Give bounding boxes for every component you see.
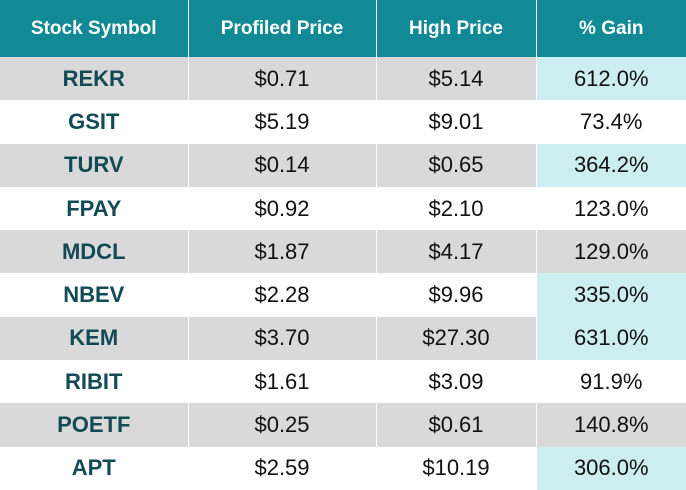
table-row: KEM $3.70 $27.30 631.0% (0, 316, 686, 361)
table-row: POETF $0.25 $0.61 140.8% (0, 403, 686, 447)
percent-gain-cell: 631.0% (536, 316, 686, 361)
percent-gain-cell: 73.4% (536, 100, 686, 144)
header-stock-symbol: Stock Symbol (0, 0, 189, 57)
profiled-price-cell: $2.59 (188, 446, 377, 490)
high-price-cell: $27.30 (376, 316, 537, 361)
symbol-cell: REKR (0, 57, 189, 101)
profiled-price-cell: $0.71 (188, 57, 377, 101)
profiled-price-cell: $3.70 (188, 316, 377, 361)
high-price-cell: $9.96 (376, 273, 537, 317)
high-price-cell: $0.65 (376, 143, 537, 187)
table-row: RIBIT $1.61 $3.09 91.9% (0, 360, 686, 404)
header-row: Stock Symbol Profiled Price High Price %… (0, 0, 686, 57)
table-row: REKR $0.71 $5.14 612.0% (0, 57, 686, 101)
table-row: APT $2.59 $10.19 306.0% (0, 446, 686, 490)
high-price-cell: $5.14 (376, 57, 537, 101)
percent-gain-cell: 123.0% (536, 186, 686, 231)
high-price-cell: $10.19 (376, 446, 537, 490)
percent-gain-cell: 91.9% (536, 360, 686, 404)
symbol-cell: POETF (0, 403, 189, 447)
high-price-cell: $2.10 (376, 186, 537, 231)
high-price-cell: $4.17 (376, 230, 537, 274)
profiled-price-cell: $0.25 (188, 403, 377, 447)
high-price-cell: $3.09 (376, 360, 537, 404)
profiled-price-cell: $0.92 (188, 186, 377, 231)
high-price-cell: $9.01 (376, 100, 537, 144)
symbol-cell: TURV (0, 143, 189, 187)
percent-gain-cell: 335.0% (536, 273, 686, 317)
high-price-cell: $0.61 (376, 403, 537, 447)
table-row: NBEV $2.28 $9.96 335.0% (0, 273, 686, 317)
profiled-price-cell: $0.14 (188, 143, 377, 187)
table-row: TURV $0.14 $0.65 364.2% (0, 143, 686, 187)
profiled-price-cell: $5.19 (188, 100, 377, 144)
table-row: GSIT $5.19 $9.01 73.4% (0, 100, 686, 144)
symbol-cell: GSIT (0, 100, 189, 144)
percent-gain-cell: 612.0% (536, 57, 686, 101)
header-high-price: High Price (376, 0, 537, 57)
symbol-cell: KEM (0, 316, 189, 361)
table-header: Stock Symbol Profiled Price High Price %… (0, 0, 686, 57)
profiled-price-cell: $2.28 (188, 273, 377, 317)
profiled-price-cell: $1.61 (188, 360, 377, 404)
table-row: FPAY $0.92 $2.10 123.0% (0, 186, 686, 231)
symbol-cell: FPAY (0, 186, 189, 231)
header-profiled-price: Profiled Price (188, 0, 377, 57)
header-percent-gain: % Gain (536, 0, 686, 57)
percent-gain-cell: 364.2% (536, 143, 686, 187)
symbol-cell: MDCL (0, 230, 189, 274)
percent-gain-cell: 140.8% (536, 403, 686, 447)
symbol-cell: APT (0, 446, 189, 490)
symbol-cell: NBEV (0, 273, 189, 317)
table-body: REKR $0.71 $5.14 612.0% GSIT $5.19 $9.01 73.4% T… (0, 57, 686, 490)
profiled-price-cell: $1.87 (188, 230, 377, 274)
table-row: MDCL $1.87 $4.17 129.0% (0, 230, 686, 274)
percent-gain-cell: 306.0% (536, 446, 686, 490)
percent-gain-cell: 129.0% (536, 230, 686, 274)
symbol-cell: RIBIT (0, 360, 189, 404)
